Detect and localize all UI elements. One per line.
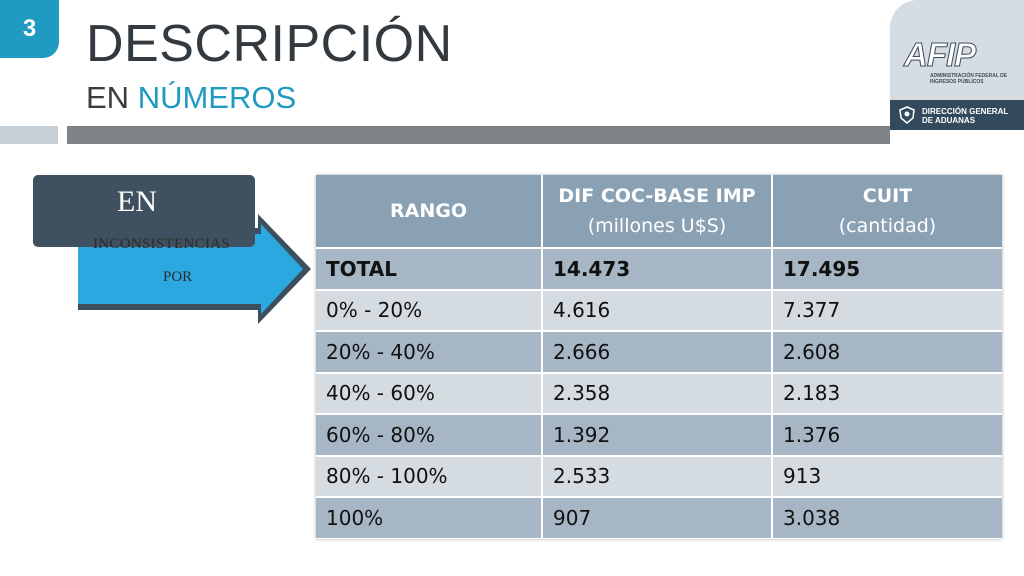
cell-dif: 2.358 xyxy=(541,373,771,413)
arrow-label-por: POR xyxy=(163,269,193,285)
aduanas-label: DIRECCIÓN GENERAL DE ADUANAS xyxy=(922,107,1009,125)
header-rango: RANGO xyxy=(316,175,541,247)
header-dif-sublabel: (millones U$S) xyxy=(587,215,727,237)
cell-cuit: 7.377 xyxy=(771,290,1002,330)
header-cuit: CUIT (cantidad) xyxy=(771,175,1002,247)
header-rango-label: RANGO xyxy=(390,200,467,222)
slide-number: 3 xyxy=(0,0,59,58)
cell-cuit: 2.608 xyxy=(771,332,1002,372)
cell-dif: 14.473 xyxy=(541,249,771,289)
cell-rango: 80% - 100% xyxy=(316,456,541,496)
afip-logo-text: AFIP xyxy=(903,36,976,74)
label-box: EN xyxy=(33,175,255,247)
label-box-text: EN xyxy=(117,185,157,218)
cell-rango: 0% - 20% xyxy=(316,290,541,330)
shield-emblem-icon xyxy=(899,106,915,124)
cell-cuit: 1.376 xyxy=(771,415,1002,455)
afip-logo: AFIP ADMINISTRACIÓN FEDERAL DE INGRESOS … xyxy=(890,0,1024,100)
header-cuit-label: CUIT xyxy=(862,185,913,207)
cell-dif: 4.616 xyxy=(541,290,771,330)
cell-dif: 2.533 xyxy=(541,456,771,496)
cell-rango: TOTAL xyxy=(316,249,541,289)
table-row: 0% - 20% 4.616 7.377 xyxy=(316,290,1002,330)
cell-rango: 20% - 40% xyxy=(316,332,541,372)
agency-logo-panel: AFIP ADMINISTRACIÓN FEDERAL DE INGRESOS … xyxy=(890,0,1024,130)
table-row: 20% - 40% 2.666 2.608 xyxy=(316,332,1002,372)
cell-cuit: 913 xyxy=(771,456,1002,496)
cell-rango: 60% - 80% xyxy=(316,415,541,455)
page-subtitle: EN NÚMEROS xyxy=(86,82,296,113)
afip-logo-subtext: ADMINISTRACIÓN FEDERAL DE INGRESOS PÚBLI… xyxy=(930,73,1008,85)
table-row: 60% - 80% 1.392 1.376 xyxy=(316,415,1002,455)
header-dif-label: DIF COC-BASE IMP xyxy=(558,185,756,207)
header-divider xyxy=(67,126,890,144)
table-row: 40% - 60% 2.358 2.183 xyxy=(316,373,1002,413)
cell-rango: 40% - 60% xyxy=(316,373,541,413)
cell-dif: 1.392 xyxy=(541,415,771,455)
data-table: RANGO DIF COC-BASE IMP (millones U$S) CU… xyxy=(316,173,1002,540)
subtitle-prefix: EN xyxy=(86,80,130,115)
cell-rango: 100% xyxy=(316,498,541,538)
cell-cuit: 17.495 xyxy=(771,249,1002,289)
cell-dif: 2.666 xyxy=(541,332,771,372)
arrow-label-inconsistencias: INCONSISTENCIAS xyxy=(93,236,231,252)
header-divider-left xyxy=(0,126,58,144)
aduanas-banner: DIRECCIÓN GENERAL DE ADUANAS xyxy=(890,100,1024,130)
table-header-row: RANGO DIF COC-BASE IMP (millones U$S) CU… xyxy=(316,175,1002,247)
inconsistencies-table: RANGO DIF COC-BASE IMP (millones U$S) CU… xyxy=(316,175,1002,539)
header-cuit-sublabel: (cantidad) xyxy=(838,215,937,237)
cell-cuit: 3.038 xyxy=(771,498,1002,538)
page-title: DESCRIPCIÓN xyxy=(86,15,453,73)
subtitle-accent: NÚMEROS xyxy=(137,80,297,115)
table-row-total: TOTAL 14.473 17.495 xyxy=(316,249,1002,289)
cell-dif: 907 xyxy=(541,498,771,538)
table-row: 80% - 100% 2.533 913 xyxy=(316,456,1002,496)
table-row: 100% 907 3.038 xyxy=(316,498,1002,538)
cell-cuit: 2.183 xyxy=(771,373,1002,413)
header-dif: DIF COC-BASE IMP (millones U$S) xyxy=(541,175,771,247)
